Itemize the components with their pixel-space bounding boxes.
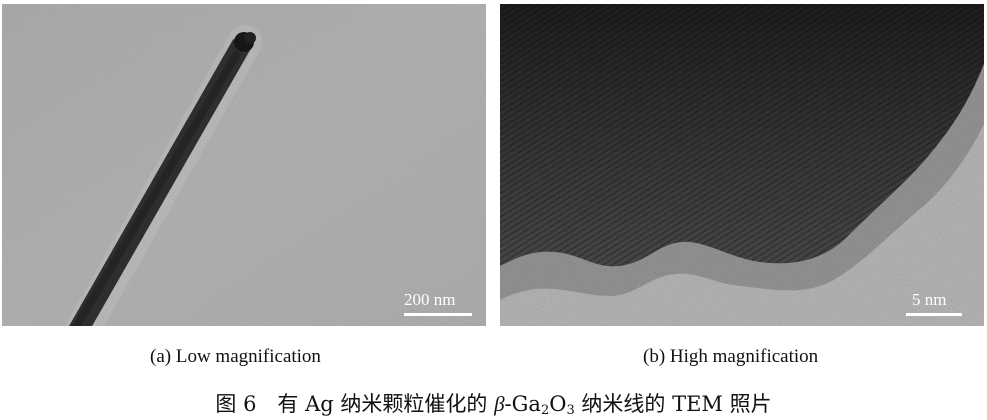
formula-o: O bbox=[549, 392, 567, 416]
tem-image-low-magnification: 200 nm bbox=[2, 4, 486, 326]
formula-ga: -Ga bbox=[504, 392, 541, 416]
figure-caption-suffix: 纳米线的 TEM 照片 bbox=[574, 392, 772, 416]
scale-bar-label-a: 200 nm bbox=[404, 290, 456, 309]
caption-panel-b: (b) High magnification bbox=[643, 346, 819, 367]
scale-bar-label-b: 5 nm bbox=[912, 290, 947, 309]
high-mag-micrograph bbox=[500, 4, 984, 326]
low-mag-micrograph bbox=[2, 4, 486, 326]
figure-caption: 图 6 有 Ag 纳米颗粒催化的 β-Ga2O3 纳米线的 TEM 照片 bbox=[0, 388, 987, 418]
formula-o-subscript: 3 bbox=[566, 403, 575, 418]
figure-caption-prefix: 图 6 有 Ag 纳米颗粒催化的 bbox=[215, 392, 495, 416]
tem-image-high-magnification: 5 nm bbox=[500, 4, 984, 326]
scale-bar-a bbox=[404, 313, 472, 316]
scale-bar-b bbox=[906, 313, 962, 316]
caption-panel-a: (a) Low magnification bbox=[150, 346, 321, 367]
formula-ga-subscript: 2 bbox=[540, 403, 550, 418]
beta-symbol: β bbox=[494, 392, 505, 416]
